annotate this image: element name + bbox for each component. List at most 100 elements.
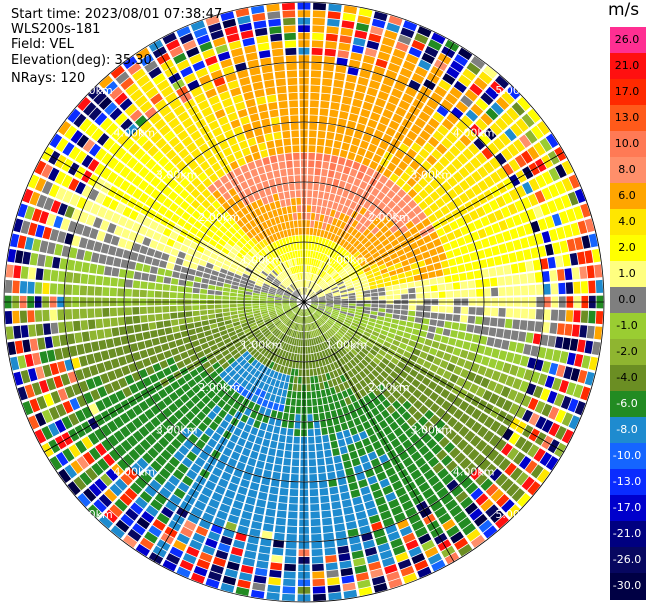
radar-gate xyxy=(334,424,342,433)
azimuth-line xyxy=(153,41,305,303)
radar-gate xyxy=(300,309,303,316)
radar-gate xyxy=(345,159,354,168)
radar-gate xyxy=(325,411,332,420)
radar-gate xyxy=(520,308,529,319)
radar-gate xyxy=(314,267,318,275)
radar-gate xyxy=(109,307,118,317)
radar-gate xyxy=(288,183,295,191)
radar-gate xyxy=(341,390,349,399)
radar-gate xyxy=(168,403,179,413)
radar-gate xyxy=(515,406,527,419)
radar-gate xyxy=(281,420,288,428)
radar-gate xyxy=(285,198,291,207)
radar-gate xyxy=(241,206,249,216)
radar-gate xyxy=(142,452,154,464)
radar-gate xyxy=(307,406,313,414)
radar-gate xyxy=(201,106,213,117)
radar-gate xyxy=(274,395,281,404)
radar-gate xyxy=(294,291,300,297)
radar-gate xyxy=(365,270,373,276)
radar-gate xyxy=(162,291,170,298)
radar-gate xyxy=(162,174,173,185)
radar-gate xyxy=(376,403,386,413)
radar-gate xyxy=(168,340,177,349)
radar-gate xyxy=(306,308,311,316)
radar-gate xyxy=(341,20,355,29)
radar-gate xyxy=(305,257,308,265)
radar-gate xyxy=(277,289,284,294)
radar-gate xyxy=(105,255,115,266)
radar-gate xyxy=(308,307,314,314)
radar-gate xyxy=(293,330,297,338)
radar-gate xyxy=(292,274,297,282)
radar-gate xyxy=(316,344,322,352)
radar-gate xyxy=(227,80,240,90)
radar-gate xyxy=(332,324,339,331)
radar-gate xyxy=(301,265,304,273)
radar-gate xyxy=(271,41,283,50)
radar-gate xyxy=(225,72,237,83)
radar-gate xyxy=(268,577,281,586)
radar-gate xyxy=(305,288,308,295)
radar-gate xyxy=(339,196,347,205)
radar-gate xyxy=(476,344,486,355)
radar-gate xyxy=(300,257,303,265)
radar-gate xyxy=(242,246,250,254)
radar-gate xyxy=(454,53,469,67)
radar-gate xyxy=(364,94,376,104)
radar-gate xyxy=(236,344,245,352)
radar-gate xyxy=(310,383,316,391)
radar-gate xyxy=(401,183,412,193)
radar-gate xyxy=(152,519,166,531)
radar-gate xyxy=(326,248,333,256)
radar-gate xyxy=(207,257,216,265)
radar-gate xyxy=(275,232,282,240)
radar-gate xyxy=(588,233,598,248)
radar-gate xyxy=(208,357,218,365)
radar-gate xyxy=(419,244,428,253)
radar-gate xyxy=(408,79,421,91)
radar-gate xyxy=(149,220,159,231)
radar-gate xyxy=(121,365,131,376)
radar-gate xyxy=(159,124,171,136)
colorbar-segment xyxy=(610,183,646,210)
radar-gate xyxy=(548,184,560,198)
radar-gate xyxy=(361,249,369,257)
radar-gate xyxy=(258,189,266,198)
radar-gate xyxy=(252,443,261,453)
radar-gate xyxy=(267,210,274,219)
radar-gate xyxy=(477,412,489,424)
radar-gate xyxy=(144,184,155,196)
radar-gate xyxy=(450,485,464,498)
radar-gate xyxy=(312,578,325,587)
radar-gate xyxy=(285,278,291,285)
radar-gate xyxy=(283,294,290,298)
radar-gate xyxy=(260,325,267,332)
radar-gate xyxy=(12,310,20,324)
radar-gate xyxy=(227,217,236,226)
radar-gate xyxy=(55,452,69,467)
radar-gate xyxy=(155,283,163,291)
radar-gate xyxy=(262,438,271,447)
radar-gate xyxy=(309,130,317,138)
radar-gate xyxy=(311,302,319,304)
radar-gate xyxy=(304,280,306,288)
radar-gate xyxy=(384,564,398,575)
radar-gate xyxy=(176,360,186,370)
radar-gate xyxy=(415,311,423,318)
radar-gate xyxy=(473,374,484,385)
radar-gate xyxy=(261,530,273,540)
radar-gate xyxy=(328,3,342,12)
radar-gate xyxy=(259,111,269,120)
colorbar-tick-label: 13.0 xyxy=(614,111,640,124)
radar-gate xyxy=(417,26,432,38)
radar-gate xyxy=(247,317,255,322)
radar-gate xyxy=(316,309,323,315)
radar-gate xyxy=(411,553,426,565)
radar-gate xyxy=(277,502,288,511)
radar-gate xyxy=(311,62,322,71)
radar-gate xyxy=(139,289,147,298)
radar-gate xyxy=(311,258,315,266)
radar-gate xyxy=(350,489,361,498)
radar-gate xyxy=(212,200,221,210)
